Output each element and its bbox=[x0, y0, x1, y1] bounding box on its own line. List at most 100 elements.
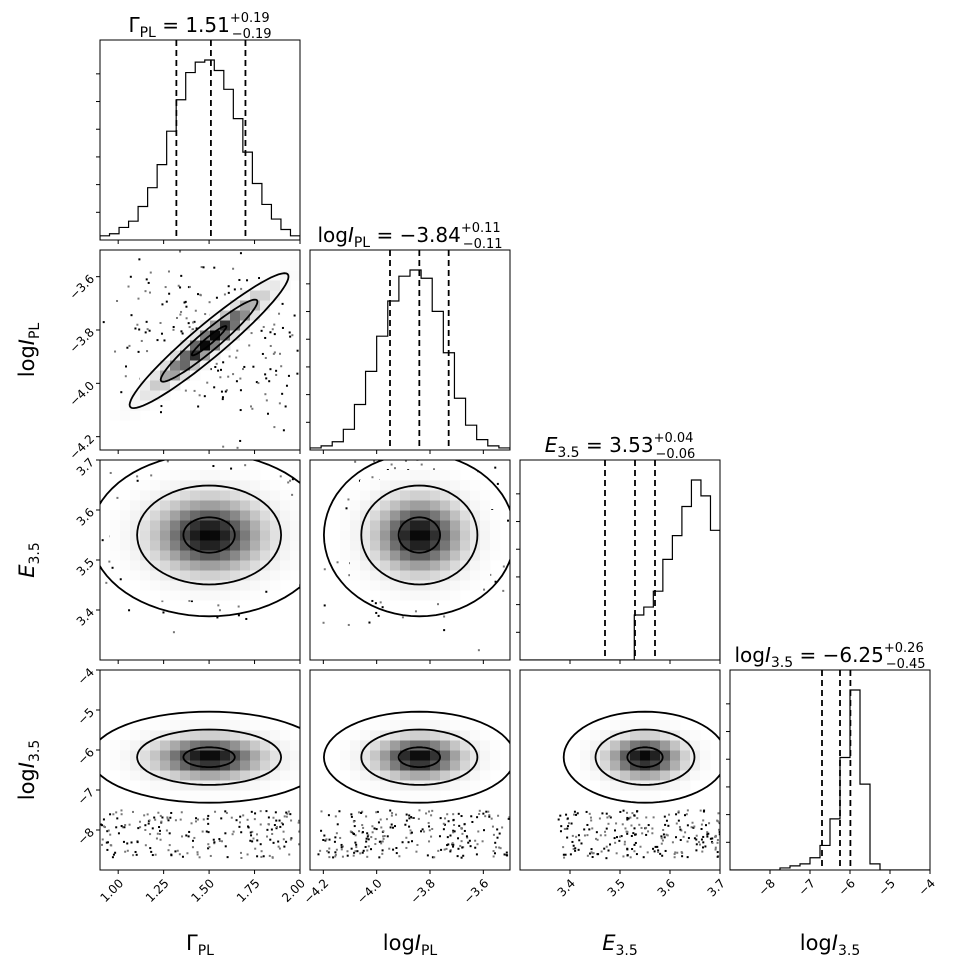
joint-frame bbox=[309, 459, 511, 661]
density-cell bbox=[400, 550, 411, 561]
scatter-point bbox=[303, 312, 305, 314]
scatter-point bbox=[159, 814, 162, 817]
scatter-point bbox=[288, 331, 291, 334]
density-cell bbox=[190, 770, 201, 781]
scatter-point bbox=[459, 442, 461, 444]
scatter-point bbox=[98, 820, 100, 822]
density-cell bbox=[240, 290, 251, 301]
density-cell bbox=[160, 350, 171, 361]
scatter-point bbox=[365, 815, 368, 818]
density-cell bbox=[250, 480, 261, 491]
density-cell bbox=[270, 490, 281, 501]
density-cell bbox=[180, 580, 191, 591]
density-cell bbox=[600, 770, 611, 781]
density-cell bbox=[490, 750, 501, 761]
density-cell bbox=[260, 760, 271, 771]
xtick-label: 1.25 bbox=[143, 876, 172, 905]
density-cell bbox=[110, 410, 121, 421]
density-cell bbox=[120, 560, 131, 571]
scatter-point bbox=[224, 832, 227, 835]
scatter-point bbox=[260, 850, 263, 853]
density-cell bbox=[470, 570, 481, 581]
density-cell bbox=[290, 260, 300, 271]
density-cell bbox=[480, 510, 491, 521]
scatter-point bbox=[591, 827, 594, 830]
scatter-point bbox=[629, 856, 632, 859]
scatter-point bbox=[128, 609, 131, 612]
scatter-point bbox=[188, 830, 191, 833]
density-cell bbox=[140, 500, 151, 511]
scatter-point bbox=[353, 825, 356, 828]
scatter-point bbox=[227, 285, 230, 288]
density-cell bbox=[190, 330, 201, 341]
density-cell bbox=[430, 740, 441, 751]
scatter-point bbox=[379, 818, 382, 821]
density-cell bbox=[250, 500, 261, 511]
scatter-point bbox=[512, 824, 514, 826]
density-cell bbox=[290, 530, 300, 541]
scatter-point bbox=[660, 842, 663, 845]
density-cell bbox=[230, 720, 241, 731]
scatter-point bbox=[431, 856, 434, 859]
scatter-point bbox=[566, 827, 569, 830]
scatter-point bbox=[174, 850, 177, 853]
scatter-point bbox=[383, 835, 386, 838]
density-cell bbox=[150, 730, 161, 741]
scatter-point bbox=[576, 812, 579, 815]
density-cell bbox=[250, 740, 261, 751]
density-cell bbox=[250, 550, 261, 561]
scatter-point bbox=[408, 814, 411, 817]
scatter-point bbox=[626, 854, 629, 857]
density-cell bbox=[130, 400, 141, 411]
density-cell bbox=[280, 510, 291, 521]
scatter-point bbox=[496, 828, 499, 831]
scatter-point bbox=[421, 828, 424, 831]
contour-0 bbox=[190, 325, 228, 357]
scatter-point bbox=[586, 823, 589, 826]
scatter-point bbox=[716, 819, 719, 822]
scatter-point bbox=[302, 842, 304, 844]
density-cell bbox=[470, 520, 481, 531]
scatter-point bbox=[179, 286, 182, 289]
scatter-point bbox=[629, 816, 632, 819]
density-cell bbox=[200, 510, 211, 521]
density-cell bbox=[650, 780, 661, 791]
xtick-label: −4.2 bbox=[301, 876, 332, 907]
density-cell bbox=[380, 780, 391, 791]
scatter-point bbox=[609, 843, 612, 846]
scatter-point bbox=[106, 841, 109, 844]
density-cell bbox=[460, 750, 471, 761]
scatter-point bbox=[239, 252, 242, 255]
scatter-point bbox=[223, 293, 226, 296]
scatter-point bbox=[367, 845, 370, 848]
scatter-point bbox=[75, 527, 77, 529]
scatter-point bbox=[697, 841, 700, 844]
density-cell bbox=[240, 760, 251, 771]
y-axis-label-2: E3.5 bbox=[15, 542, 43, 578]
scatter-point bbox=[237, 614, 240, 617]
density-cell bbox=[140, 760, 151, 771]
xtick-label: 1.00 bbox=[97, 876, 126, 905]
scatter-point bbox=[512, 824, 514, 826]
density-cell bbox=[610, 740, 621, 751]
scatter-point bbox=[275, 373, 278, 376]
scatter-point bbox=[275, 827, 278, 830]
density-cell bbox=[340, 550, 351, 561]
xtick-label: −4.0 bbox=[354, 876, 385, 907]
scatter-point bbox=[716, 855, 719, 858]
scatter-point bbox=[443, 615, 446, 618]
density-cell bbox=[200, 490, 211, 501]
scatter-point bbox=[469, 845, 472, 848]
density-cell bbox=[410, 750, 421, 761]
scatter-point bbox=[474, 846, 477, 849]
scatter-point bbox=[717, 812, 720, 815]
scatter-point bbox=[567, 822, 570, 825]
density-cell bbox=[110, 520, 121, 531]
scatter-point bbox=[153, 816, 156, 819]
scatter-point bbox=[732, 823, 734, 825]
density-cell bbox=[190, 790, 201, 801]
density-cell bbox=[400, 790, 411, 801]
scatter-point bbox=[138, 258, 141, 261]
scatter-point bbox=[320, 829, 323, 832]
density-cell bbox=[200, 530, 211, 541]
